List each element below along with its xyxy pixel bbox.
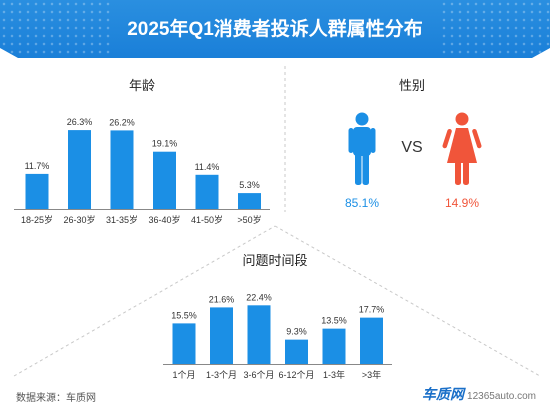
data-label: 26.3%: [67, 117, 93, 127]
data-label: 22.4%: [246, 292, 272, 302]
bar-26-30岁: [68, 130, 91, 209]
category-label: 18-25岁: [21, 214, 53, 225]
bar-1个月: [172, 323, 196, 364]
divider-diagonal-right: [274, 225, 541, 377]
bar->3年: [360, 317, 383, 364]
age-chart: 11.7% 18-25岁 26.3% 26-30岁 26.2% 31-35岁 19.1% 36…: [14, 117, 270, 225]
brand-logo: 车质网 12365auto.com: [422, 384, 536, 404]
bar-36-40岁: [153, 151, 176, 209]
period-chart-title: 问题时间段: [242, 253, 307, 268]
gender-title: 性别: [399, 78, 425, 93]
data-label: 17.7%: [359, 305, 385, 315]
bar-6-12个月: [285, 339, 308, 364]
category-label: 26-30岁: [63, 214, 95, 225]
category-label: 1-3个月: [206, 370, 237, 380]
category-label: 36-40岁: [148, 214, 180, 225]
data-label: 11.4%: [195, 162, 220, 172]
data-label: 19.1%: [152, 139, 178, 149]
bar-1-3年: [322, 328, 346, 364]
male-percentage: 85.1%: [345, 196, 379, 210]
category-label: >3年: [362, 369, 381, 380]
bar-1-3个月: [210, 307, 233, 364]
category-label: 31-35岁: [106, 214, 138, 225]
category-label: 41-50岁: [191, 214, 223, 225]
page-title: 2025年Q1消费者投诉人群属性分布: [127, 19, 423, 40]
bar-18-25岁: [25, 173, 49, 209]
data-label: 21.6%: [209, 294, 235, 304]
data-label: 9.3%: [286, 327, 307, 337]
age-chart-title: 年龄: [129, 78, 155, 93]
data-label: 13.5%: [321, 316, 347, 326]
logo-site-text: 12365auto.com: [467, 391, 536, 402]
category-label: 1-3年: [323, 369, 345, 380]
category-label: 1个月: [172, 370, 195, 380]
bar-41-50岁: [195, 174, 219, 209]
header-corner-right: [532, 48, 550, 58]
data-label: 26.2%: [109, 117, 135, 127]
vs-label: VS: [401, 139, 422, 156]
bar-31-35岁: [110, 130, 134, 209]
header-banner: 2025年Q1消费者投诉人群属性分布: [0, 0, 550, 58]
data-label: 15.5%: [171, 310, 197, 320]
female-person-icon: [442, 112, 482, 185]
data-label: 11.7%: [25, 161, 50, 171]
divider-diagonal-left: [13, 225, 276, 377]
female-percentage: 14.9%: [445, 196, 479, 210]
period-chart: 15.5% 1个月 21.6% 1-3个月 22.4% 3-6个月 9.3% 6-12个月 13…: [163, 292, 392, 380]
category-label: >50岁: [237, 214, 261, 225]
data-label: 5.3%: [239, 180, 260, 190]
dot-pattern-right: [440, 0, 550, 58]
category-label: 3-6个月: [243, 370, 274, 380]
source-note: 数据来源：车质网: [16, 393, 96, 404]
category-label: 6-12个月: [278, 370, 314, 380]
male-person-icon: [348, 112, 376, 185]
bar->50岁: [238, 193, 261, 209]
bar-3-6个月: [247, 305, 271, 364]
dot-pattern-left: [0, 0, 110, 58]
logo-brand-text: 车质网: [422, 386, 465, 402]
header-corner-left: [0, 48, 18, 58]
